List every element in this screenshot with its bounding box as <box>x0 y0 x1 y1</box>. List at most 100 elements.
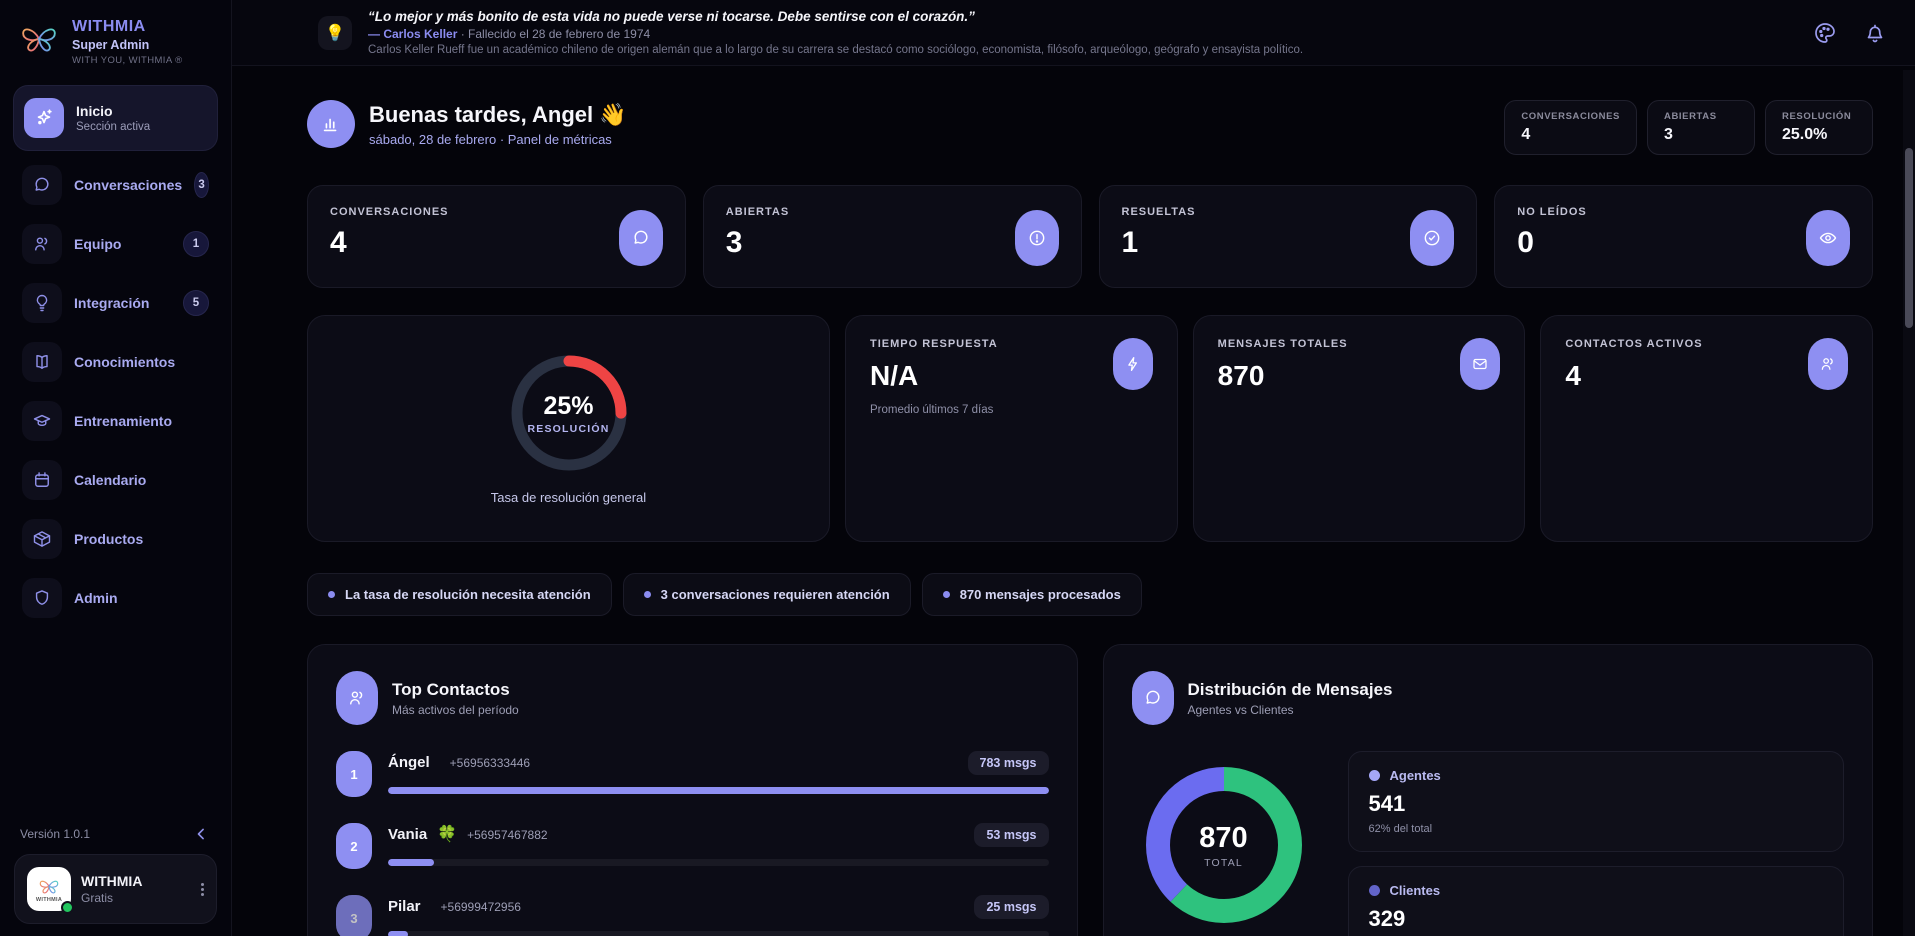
rank-badge: 1 <box>336 751 372 797</box>
contact-msgs-badge: 25 msgs <box>974 895 1049 919</box>
mini-stat-abiertas: ABIERTAS 3 <box>1647 100 1755 155</box>
brand-tagline: WITH YOU, WITHMIA ® <box>72 55 183 66</box>
wave-emoji: 👋 <box>599 101 627 127</box>
scrollbar-thumb[interactable] <box>1905 148 1913 328</box>
bottom-cards-row: Top Contactos Más activos del período 1 … <box>307 644 1873 936</box>
contact-name: Pilar <box>388 898 421 915</box>
quote-text: “Lo mejor y más bonito de esta vida no p… <box>368 9 975 24</box>
stat-card-abiertas: ABIERTAS 3 <box>702 185 1082 288</box>
top-contacts-title: Top Contactos <box>392 679 510 699</box>
contact-progress-track <box>388 787 1049 794</box>
workspace-name: WITHMIA <box>81 873 143 889</box>
dot-icon <box>942 591 950 598</box>
alert-pill-resolucion: La tasa de resolución necesita atención <box>307 573 612 616</box>
sidebar-item-entrenamiento[interactable]: Entrenamiento <box>14 397 217 445</box>
sidebar-nav: Inicio Sección activa Conversaciones 3 <box>14 86 217 622</box>
contact-progress-fill <box>388 787 1049 794</box>
chat-bubble-icon <box>22 165 62 205</box>
contact-progress-track <box>388 931 1049 936</box>
alert-circle-icon <box>1014 210 1059 266</box>
collapse-sidebar-button[interactable] <box>191 824 211 844</box>
graduation-cap-icon <box>22 401 62 441</box>
resolution-percent: 25% <box>543 391 594 420</box>
top-contacts-card: Top Contactos Más activos del período 1 … <box>307 644 1078 936</box>
theme-palette-button[interactable] <box>1813 21 1837 45</box>
sparkle-icon <box>24 98 64 138</box>
sidebar-item-sublabel: Sección activa <box>76 121 151 133</box>
workspace-menu-button[interactable] <box>201 882 204 896</box>
header-mini-stats: CONVERSACIONES 4 ABIERTAS 3 RESOLUCIÓN 2… <box>1504 100 1873 155</box>
resolution-caption: Tasa de resolución general <box>490 490 647 505</box>
metric-card-mensajes-totales: MENSAJES TOTALES 870 <box>1192 315 1526 542</box>
quote-bio: Carlos Keller Rueff fue un académico chi… <box>368 44 1304 56</box>
lightning-icon <box>1112 338 1153 390</box>
team-icon <box>22 224 62 264</box>
avatar-butterfly-icon <box>39 880 59 894</box>
shield-icon <box>22 578 62 618</box>
brand-role: Super Admin <box>72 38 150 52</box>
resolution-label: RESOLUCIÓN <box>527 422 610 435</box>
contact-progress-track <box>388 859 1049 866</box>
sidebar-item-conversaciones[interactable]: Conversaciones 3 <box>14 161 217 209</box>
sidebar-item-admin[interactable]: Admin <box>14 574 217 622</box>
notifications-bell-button[interactable] <box>1863 21 1887 45</box>
contact-row-2[interactable]: 2 Vania 🍀 +56957467882 53 msgs <box>336 823 1049 869</box>
workspace-card[interactable]: WITHMIA WITHMIA Gratis <box>14 854 217 924</box>
sidebar-item-label: Inicio <box>76 103 113 119</box>
check-circle-icon <box>1410 210 1455 266</box>
mail-icon <box>1460 338 1501 390</box>
sidebar-item-integracion[interactable]: Integración 5 <box>14 279 217 327</box>
distribution-total: 870 <box>1199 821 1248 854</box>
contact-msgs-badge: 53 msgs <box>974 823 1049 847</box>
sidebar-item-label: Integración <box>74 295 150 311</box>
eye-icon <box>1806 210 1850 266</box>
top-contacts-subtitle: Más activos del período <box>392 702 519 717</box>
sidebar: WITHMIA Super Admin WITH YOU, WITHMIA ® … <box>0 0 232 936</box>
lightbulb-icon <box>22 283 62 323</box>
sidebar-item-conocimientos[interactable]: Conocimientos <box>14 338 217 386</box>
package-icon <box>22 519 62 559</box>
distribution-donut-chart <box>1145 767 1302 923</box>
sidebar-item-label: Productos <box>74 531 144 547</box>
scrollbar[interactable] <box>1903 70 1915 936</box>
sidebar-item-inicio[interactable]: Inicio Sección activa <box>14 86 217 150</box>
sidebar-item-calendario[interactable]: Calendario <box>14 456 217 504</box>
badge-integracion: 5 <box>183 290 209 316</box>
online-status-dot <box>61 901 74 914</box>
sidebar-item-productos[interactable]: Productos <box>14 515 217 563</box>
topbar: 💡 “Lo mejor y más bonito de esta vida no… <box>232 0 1915 66</box>
metrics-chart-icon <box>307 100 355 148</box>
mini-stat-resolucion: RESOLUCIÓN 25.0% <box>1765 100 1873 155</box>
alert-pill-mensajes: 870 mensajes procesados <box>921 573 1142 616</box>
avatar-text: WITHMIA <box>35 897 63 903</box>
butterfly-logo-icon <box>22 28 56 52</box>
contact-row-3[interactable]: 3 Pilar +56999472956 25 msgs <box>336 895 1049 936</box>
quote-author-detail: · Fallecido el 28 de febrero de 1974 <box>460 27 651 41</box>
stat-card-conversaciones: CONVERSACIONES 4 <box>307 185 686 288</box>
contact-row-1[interactable]: 1 Ángel +56956333446 783 msgs <box>336 751 1049 797</box>
contact-msgs-badge: 783 msgs <box>967 751 1049 775</box>
brand-block: WITHMIA Super Admin WITH YOU, WITHMIA ® <box>14 14 217 82</box>
sidebar-item-label: Conversaciones <box>74 177 183 193</box>
brand-name: WITHMIA <box>72 18 146 35</box>
mini-stat-conversaciones: CONVERSACIONES 4 <box>1504 100 1637 155</box>
distribution-title: Distribución de Mensajes <box>1187 679 1393 699</box>
chat-bubble-icon <box>1131 671 1174 725</box>
resolution-donut-card: 25% RESOLUCIÓN Tasa de resolución genera… <box>307 315 830 542</box>
message-distribution-card: Distribución de Mensajes Agentes vs Clie… <box>1102 644 1873 936</box>
stat-card-no-leidos: NO LEÍDOS 0 <box>1494 185 1873 288</box>
contacts-icon <box>336 671 378 725</box>
page-subtitle: sábado, 28 de febrero · Panel de métrica… <box>369 131 612 147</box>
dot-icon <box>328 591 335 598</box>
legend-clientes: Clientes 329 38% del total <box>1347 866 1844 936</box>
contact-phone: +56957467882 <box>467 828 548 842</box>
contact-name: Vania <box>388 826 428 843</box>
sidebar-bottom: Versión 1.0.1 WITHMIA WITHMIA Grati <box>14 824 217 924</box>
chat-bubble-icon <box>618 210 663 266</box>
contact-progress-fill <box>388 931 408 936</box>
main-content: Buenas tardes, Angel 👋 sábado, 28 de feb… <box>232 66 1903 936</box>
rank-badge: 2 <box>336 823 372 869</box>
sidebar-item-equipo[interactable]: Equipo 1 <box>14 220 217 268</box>
sidebar-item-label: Equipo <box>74 236 122 252</box>
metric-card-contactos-activos: CONTACTOS ACTIVOS 4 <box>1540 315 1874 542</box>
